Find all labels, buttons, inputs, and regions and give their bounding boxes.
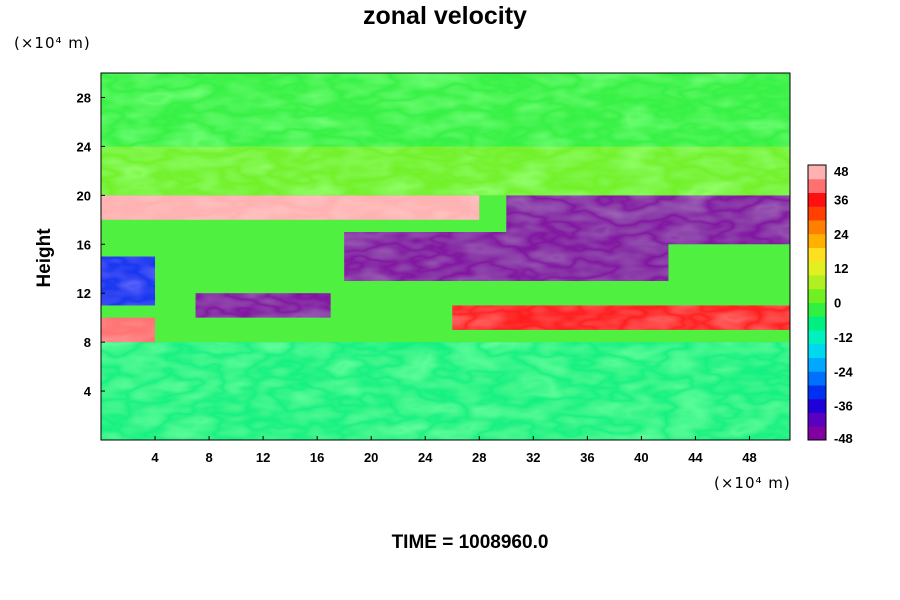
- x-tick-label: 24: [418, 450, 433, 465]
- colorbar-swatch: [808, 330, 826, 345]
- y-axis-ticks: 4 8 12 16 20 24 28: [77, 90, 105, 399]
- colorbar-swatch: [808, 165, 826, 180]
- y-tick-label: 28: [77, 90, 91, 105]
- x-tick-label: 48: [742, 450, 756, 465]
- colorbar-frame: [807, 164, 827, 441]
- velocity-band: [101, 342, 790, 440]
- x-tick-label: 44: [688, 450, 703, 465]
- colorbar-swatch: [808, 302, 826, 317]
- x-tick-label: 16: [310, 450, 324, 465]
- colorbar-swatch: [808, 261, 826, 276]
- velocity-field: [101, 73, 790, 440]
- colorbar-swatch: [808, 288, 826, 303]
- colorbar-tick-label: -12: [834, 330, 853, 345]
- colorbar-swatch: [808, 357, 826, 372]
- x-tick-label: 4: [151, 450, 159, 465]
- velocity-band: [101, 146, 790, 196]
- velocity-band: [195, 293, 331, 318]
- y-tick-label: 4: [84, 384, 92, 399]
- x-axis-ticks: 4 8 12 16 20 24 28 32 36 40 44 48: [151, 436, 757, 465]
- y-axis-label: Height: [34, 228, 55, 288]
- plot-area: [101, 73, 790, 440]
- colorbar-swatch: [808, 385, 826, 400]
- x-tick-label: 36: [580, 450, 594, 465]
- colorbar-tick-label: 48: [834, 164, 848, 179]
- x-tick-label: 32: [526, 450, 540, 465]
- colorbar-swatch: [808, 233, 826, 248]
- colorbar-swatch: [808, 371, 826, 386]
- velocity-band: [101, 73, 790, 147]
- velocity-band: [452, 305, 790, 330]
- y-tick-label: 20: [77, 188, 91, 203]
- time-label: TIME = 1008960.0: [391, 532, 549, 553]
- colorbar-swatch: [808, 275, 826, 290]
- x-unit-label: (×10⁴ m): [714, 474, 791, 492]
- y-tick-label: 8: [84, 335, 91, 350]
- plot-frame: [100, 72, 791, 441]
- colorbar-swatch: [808, 206, 826, 221]
- y-tick-label: 16: [77, 237, 91, 252]
- colorbar-tick-label: 12: [834, 261, 848, 276]
- x-tick-label: 40: [634, 450, 648, 465]
- colorbar-swatch: [808, 178, 826, 193]
- velocity-band: [101, 195, 480, 220]
- x-tick-label: 20: [364, 450, 378, 465]
- y-tick-label: 24: [77, 139, 92, 154]
- colorbar-tick-label: -24: [834, 364, 854, 379]
- colorbar-swatch: [808, 426, 826, 441]
- colorbar-tick-label: -48: [834, 431, 853, 446]
- y-tick-label: 12: [77, 286, 91, 301]
- velocity-band: [506, 195, 790, 245]
- colorbar: 48 36 24 12 0 -12 -24 -36 -48: [807, 164, 854, 446]
- colorbar-tick-label: 24: [834, 227, 849, 242]
- x-tick-label: 12: [256, 450, 270, 465]
- x-tick-label: 28: [472, 450, 486, 465]
- y-unit-label: (×10⁴ m): [14, 34, 91, 52]
- chart-title: zonal velocity: [363, 2, 527, 30]
- colorbar-tick-label: 36: [834, 192, 848, 207]
- colorbar-swatch: [808, 316, 826, 331]
- colorbar-tick-label: 0: [834, 296, 841, 311]
- colorbar-swatch: [808, 247, 826, 262]
- x-tick-label: 8: [205, 450, 212, 465]
- colorbar-swatch: [808, 412, 826, 427]
- colorbar-swatch: [808, 343, 826, 358]
- velocity-band: [101, 317, 156, 343]
- colorbar-swatch: [808, 192, 826, 207]
- velocity-band: [101, 256, 156, 306]
- colorbar-swatch: [808, 398, 826, 413]
- colorbar-swatch: [808, 220, 826, 235]
- colorbar-tick-label: -36: [834, 399, 853, 414]
